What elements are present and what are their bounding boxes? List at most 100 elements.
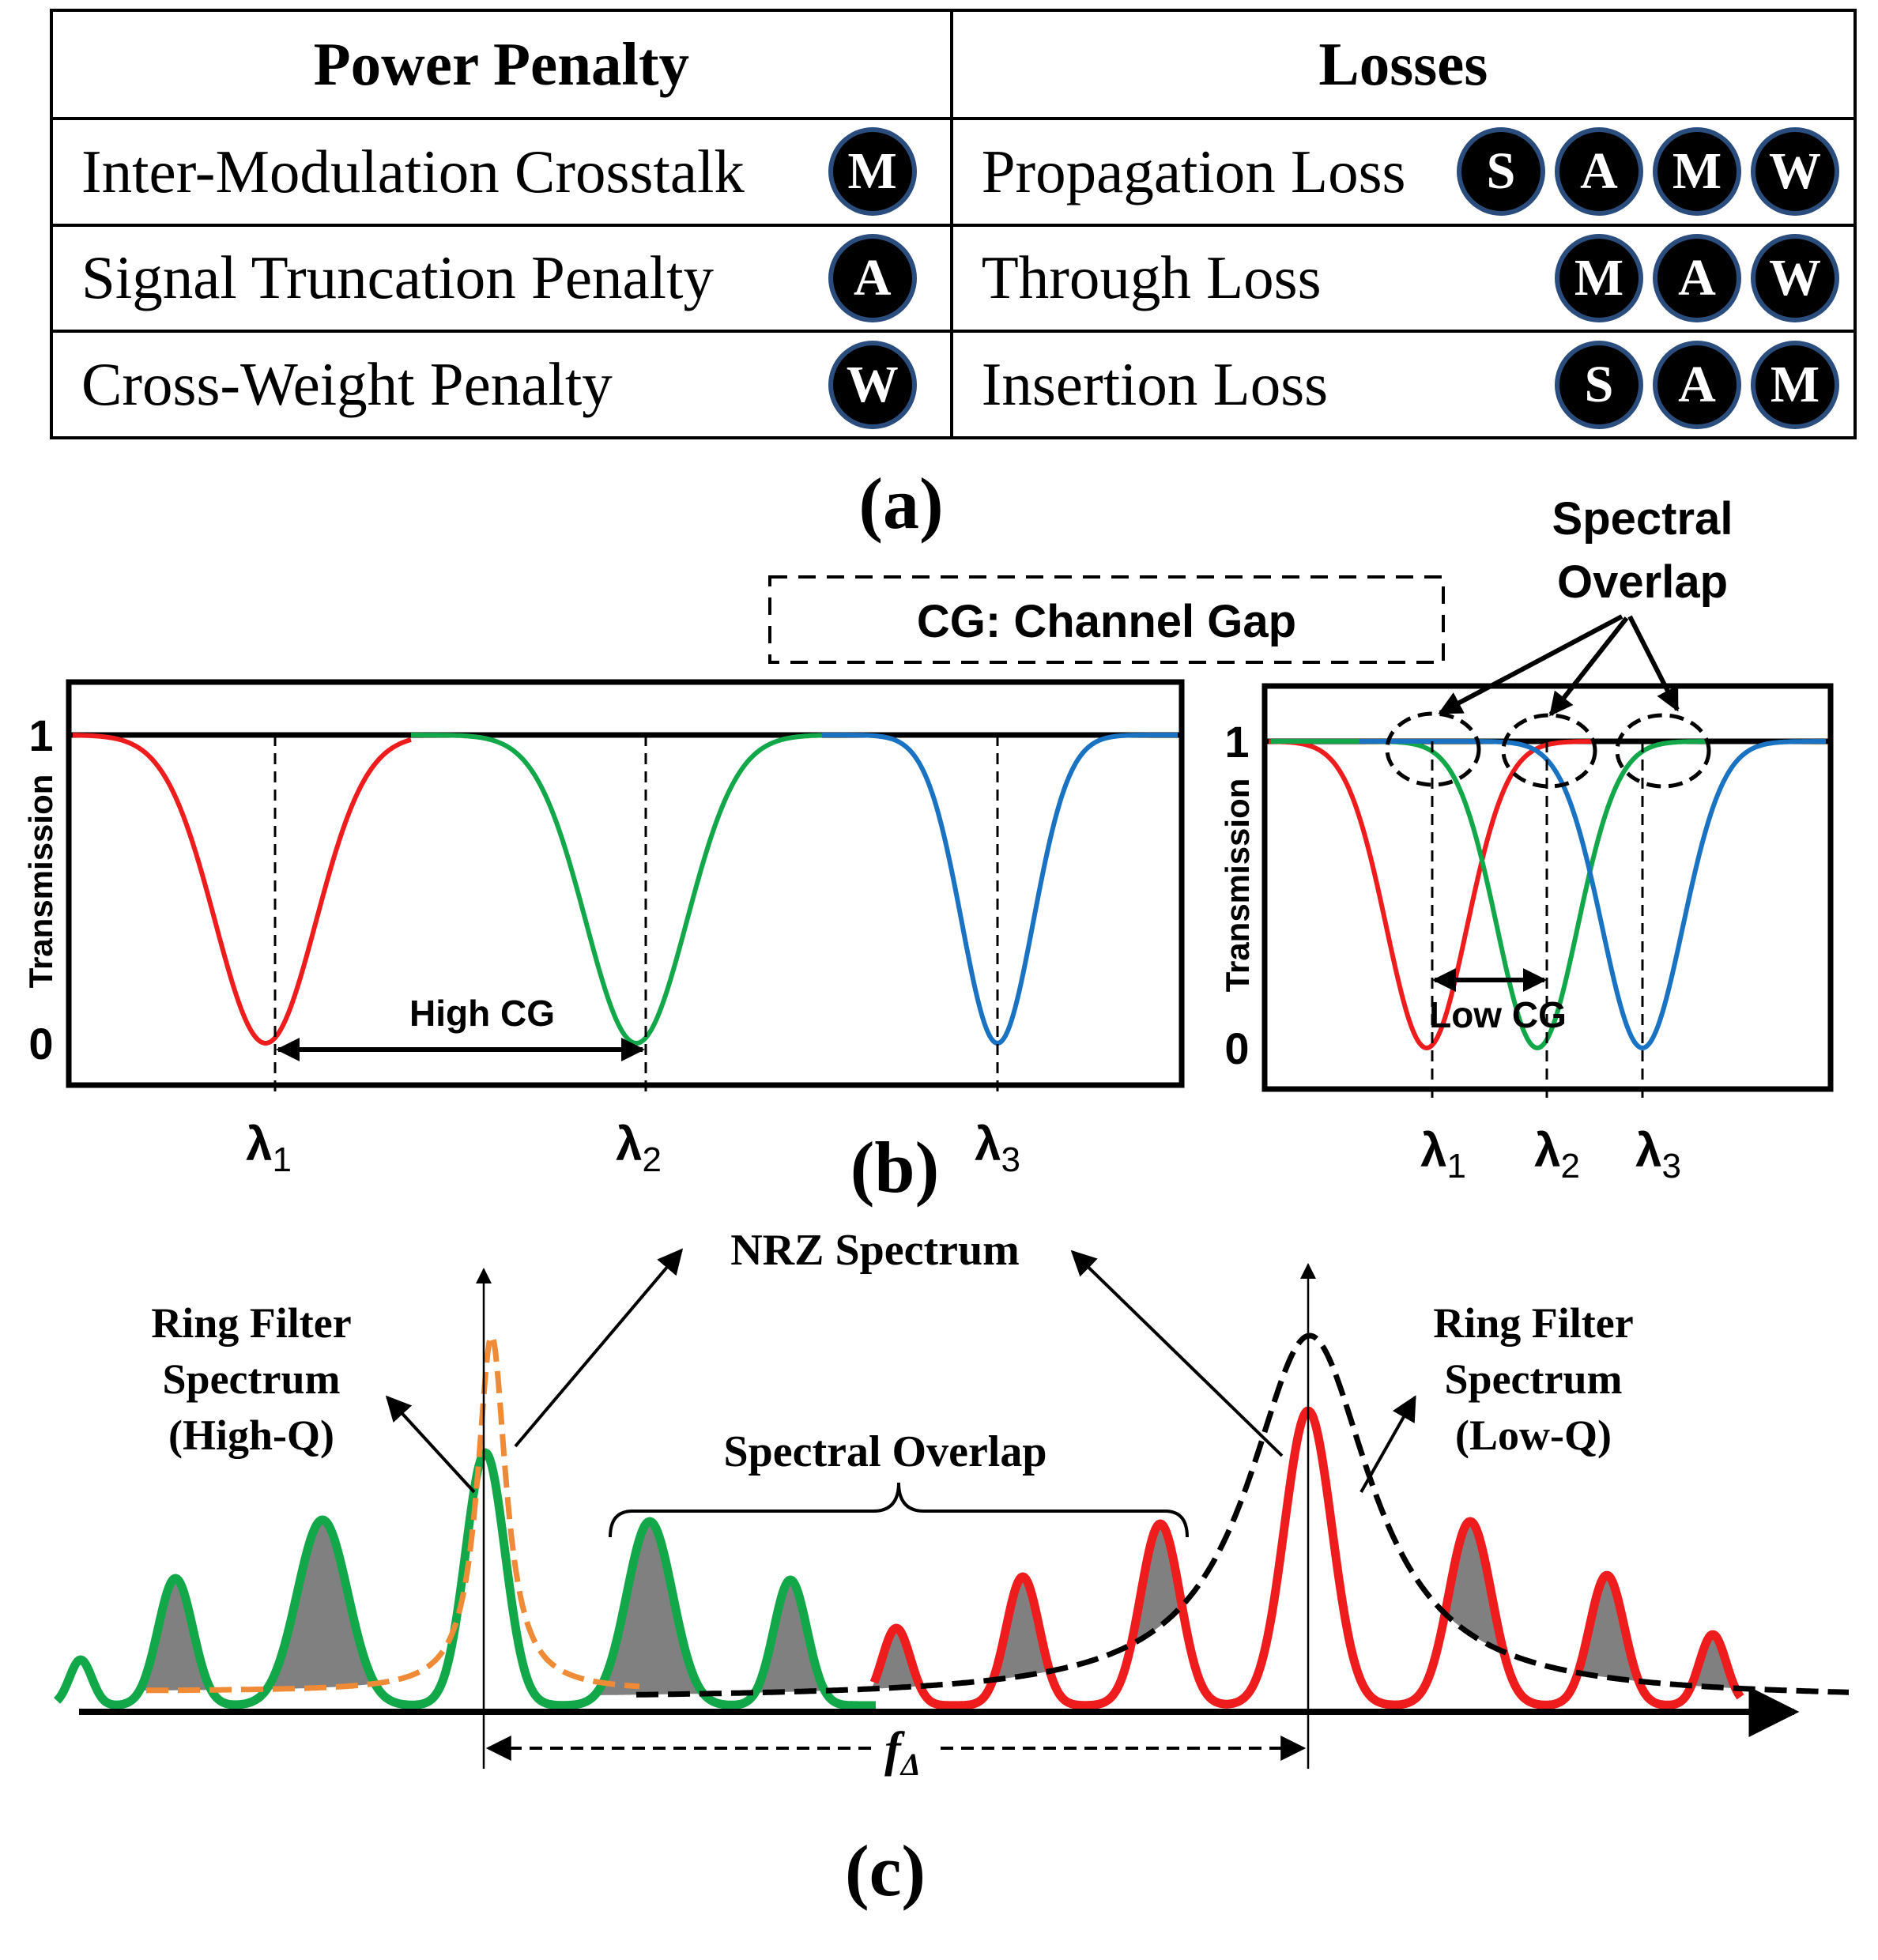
badge: A xyxy=(1657,238,1737,318)
right-ytick-1: 1 xyxy=(1224,717,1249,767)
overlap-ellipse xyxy=(1615,713,1711,789)
table-cell: Propagation Loss S A M W xyxy=(949,117,1857,227)
nrz-pointer-arrow xyxy=(1070,1250,1284,1457)
left-ylabel: Transmission xyxy=(22,775,59,989)
legend-box xyxy=(768,575,1445,664)
high-q-ring-filter-curve xyxy=(146,1333,640,1694)
right-red-curve xyxy=(1269,739,1594,1051)
left-ytick-0: 0 xyxy=(28,1019,53,1069)
table-row: Cross-Weight Penalty W Insertion Loss S … xyxy=(50,330,1857,439)
spectral-overlap-label-line2: Overlap xyxy=(1557,556,1728,608)
low-q-ring-filter-curve xyxy=(635,1332,1849,1698)
badge: M xyxy=(1559,238,1639,318)
lambda-symbol: λ xyxy=(1420,1124,1446,1177)
table-row: Inter-Modulation Crosstalk M Propagation… xyxy=(50,117,1857,227)
spectral-overlap-label: Spectral Overlap xyxy=(723,1427,1046,1476)
badge: A xyxy=(1657,345,1737,424)
caption-a: (a) xyxy=(858,463,943,544)
spectral-overlap-label-line1: Spectral xyxy=(1552,493,1733,545)
table-cell: Through Loss M A W xyxy=(949,223,1857,334)
ring-high-q-line2: Spectrum xyxy=(163,1355,341,1403)
badge-group: S A M W xyxy=(1461,132,1835,212)
lambda-symbol: λ xyxy=(975,1118,1001,1170)
badge: S xyxy=(1559,345,1639,424)
badge-group: M A W xyxy=(1559,238,1835,318)
f-delta-label-bg xyxy=(876,1723,933,1773)
lambda-subscript: 1 xyxy=(272,1140,291,1179)
loss-label: Through Loss xyxy=(981,243,1322,312)
lambda3-label: λ3 xyxy=(975,1118,1020,1179)
legend-box-label: CG: Channel Gap xyxy=(917,596,1296,647)
badge-group: S A M xyxy=(1559,345,1835,424)
badge: M xyxy=(1657,132,1737,212)
badge: M xyxy=(832,132,912,212)
ring-low-q-line1: Ring Filter xyxy=(1433,1299,1633,1347)
lambda2-label: λ2 xyxy=(1534,1124,1580,1185)
badge: M xyxy=(1755,345,1835,424)
table-cell: Insertion Loss S A M xyxy=(949,330,1857,439)
penalty-loss-table: Power Penalty Losses Inter-Modulation Cr… xyxy=(50,9,1857,439)
overlap-arrow xyxy=(1548,616,1629,717)
right-ytick-0: 0 xyxy=(1224,1023,1249,1073)
table-row: Signal Truncation Penalty A Through Loss… xyxy=(50,223,1857,334)
overlap-fill-regions xyxy=(141,1468,1734,1695)
badge: W xyxy=(832,345,912,424)
nrz-pointer-arrow xyxy=(514,1248,684,1448)
low-q-pointer-arrow xyxy=(1359,1395,1416,1493)
lambda-subscript: 2 xyxy=(1560,1147,1579,1185)
left-plot-frame xyxy=(66,679,1185,1088)
table-cell: Signal Truncation Penalty A xyxy=(50,223,953,334)
overlap-ellipse xyxy=(1385,711,1481,787)
green-nrz-spectrum xyxy=(54,1448,879,1710)
table-cell: Inter-Modulation Crosstalk M xyxy=(50,117,953,227)
lambda-subscript: 1 xyxy=(1446,1147,1465,1185)
left-transmission-plot: High CG 1 0 Transmission λ1 λ2 λ3 xyxy=(22,679,1185,1179)
right-transmission-plot: Spectral Overlap Low CG 1 0 Transmission… xyxy=(1219,493,1834,1185)
badge-group: A xyxy=(832,238,912,318)
left-blue-curve xyxy=(822,733,1178,1046)
table-cell: Cross-Weight Penalty W xyxy=(50,330,953,439)
lambda-symbol: λ xyxy=(246,1118,272,1170)
ring-low-q-line2: Spectrum xyxy=(1445,1355,1623,1403)
header-losses: Losses xyxy=(949,9,1857,120)
penalty-label: Signal Truncation Penalty xyxy=(81,243,714,312)
spectral-overlap-brace xyxy=(609,1482,1189,1538)
ring-high-q-line1: Ring Filter xyxy=(151,1299,351,1347)
left-red-curve xyxy=(73,733,412,1046)
lambda2-label: λ2 xyxy=(616,1118,662,1179)
penalty-label: Cross-Weight Penalty xyxy=(81,350,613,419)
loss-label: Insertion Loss xyxy=(981,350,1329,419)
header-power-penalty: Power Penalty xyxy=(50,9,953,120)
right-green-curve xyxy=(1271,739,1707,1050)
right-blue-curve xyxy=(1359,739,1826,1051)
caption-b: (b) xyxy=(850,1127,939,1208)
loss-label: Propagation Loss xyxy=(981,137,1406,205)
ring-high-q-line3: (High-Q) xyxy=(168,1412,334,1459)
lambda1-label: λ1 xyxy=(1420,1124,1466,1185)
low-cg-label: Low CG xyxy=(1429,994,1567,1035)
ring-low-q-line3: (Low-Q) xyxy=(1455,1412,1612,1459)
spectrum-overlap-diagram: fΔ NRZ Spectrum Ring Filter Spectrum (Hi… xyxy=(54,1226,1849,1782)
left-ytick-1: 1 xyxy=(28,710,53,760)
delta-subscript: Δ xyxy=(899,1747,921,1782)
badge: S xyxy=(1461,132,1540,212)
lambda3-label: λ3 xyxy=(1635,1124,1681,1185)
overlap-ellipse xyxy=(1501,713,1597,789)
overlap-arrow xyxy=(1627,615,1680,712)
lambda-symbol: λ xyxy=(1635,1124,1661,1177)
penalty-loss-table-section: Power Penalty Losses Inter-Modulation Cr… xyxy=(50,9,1857,439)
lambda-symbol: λ xyxy=(616,1118,642,1170)
caption-c: (c) xyxy=(845,1830,926,1911)
left-green-curve xyxy=(411,733,823,1046)
badge: W xyxy=(1755,132,1835,212)
lambda-subscript: 3 xyxy=(1001,1140,1020,1179)
lambda1-label: λ1 xyxy=(246,1118,292,1179)
lambda-symbol: λ xyxy=(1534,1124,1560,1177)
badge-group: M xyxy=(832,132,912,212)
table-header-row: Power Penalty Losses xyxy=(50,9,1857,120)
penalty-label: Inter-Modulation Crosstalk xyxy=(81,137,745,205)
high-cg-label: High CG xyxy=(409,993,555,1034)
right-ylabel: Transmission xyxy=(1219,778,1256,993)
badge-group: W xyxy=(832,345,912,424)
